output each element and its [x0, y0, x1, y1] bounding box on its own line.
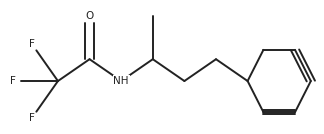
Text: F: F	[29, 39, 35, 49]
Text: F: F	[10, 76, 16, 86]
Text: O: O	[86, 11, 94, 21]
Text: F: F	[29, 113, 35, 123]
Text: NH: NH	[113, 76, 129, 86]
